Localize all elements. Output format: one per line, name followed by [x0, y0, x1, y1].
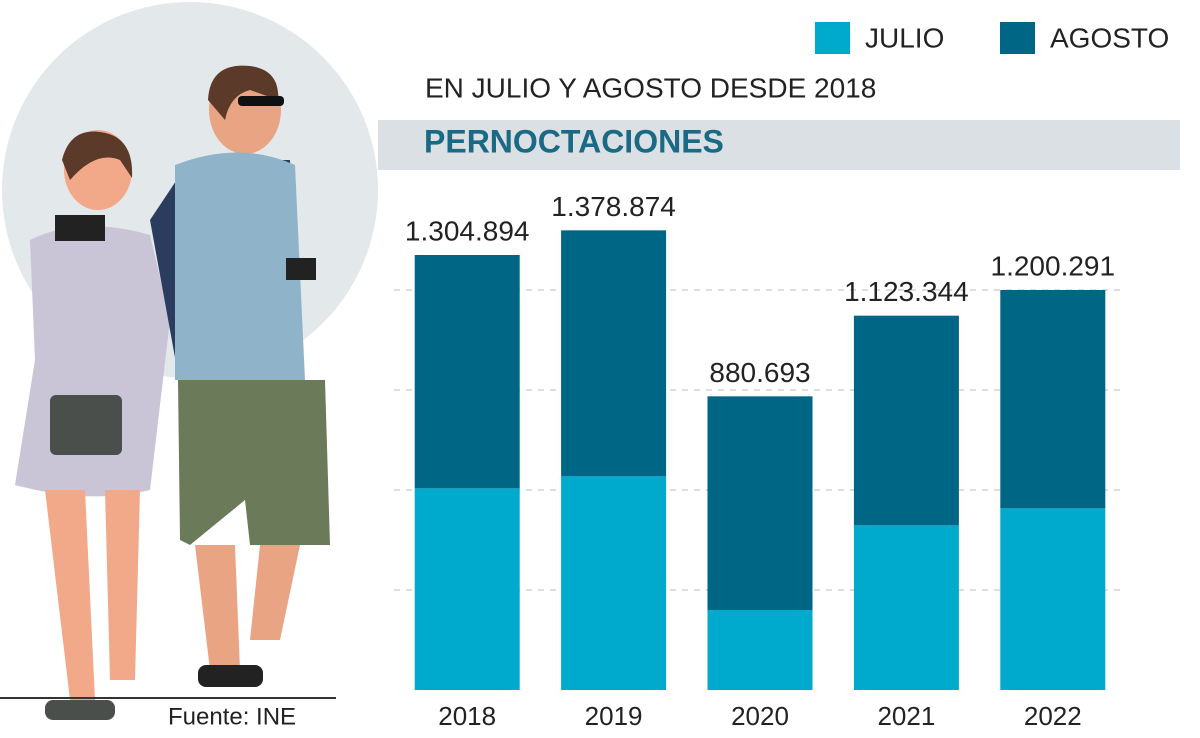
shorts [178, 380, 330, 545]
hair [62, 131, 133, 180]
total-label: 1.123.344 [844, 276, 969, 307]
camera [286, 258, 316, 280]
camera [55, 215, 105, 241]
bar-segment [561, 476, 667, 690]
chart-subtitle: EN JULIO Y AGOSTO DESDE 2018 [425, 72, 876, 103]
legend-label: AGOSTO [1050, 22, 1169, 53]
sandal [45, 700, 115, 720]
bag [50, 395, 122, 455]
total-label: 1.378.874 [551, 191, 676, 222]
title-band [378, 120, 1180, 170]
sandal [198, 665, 263, 687]
x-tick-label: 2019 [585, 701, 643, 731]
chart-title: PERNOCTACIONES [424, 123, 724, 159]
sunglasses [238, 96, 284, 106]
source: Fuente: INE [168, 703, 296, 730]
bar-segment [1000, 290, 1106, 509]
bar-segment [561, 230, 667, 477]
x-tick-label: 2020 [731, 701, 789, 731]
total-label: 1.200.291 [991, 250, 1116, 281]
bar-segment [414, 255, 520, 489]
shirt [175, 152, 305, 380]
mask [378, 0, 388, 380]
legs [45, 490, 140, 700]
x-tick-label: 2018 [438, 701, 496, 731]
legend-label: JULIO [865, 22, 944, 53]
bar-segment [414, 488, 520, 690]
total-label: 1.304.894 [405, 215, 530, 246]
legend-swatch [815, 22, 850, 54]
x-tick-label: 2021 [877, 701, 935, 731]
illustration [0, 0, 388, 720]
hair [208, 65, 279, 120]
dress [15, 226, 170, 497]
bar-segment [853, 525, 959, 690]
bar-segment [1000, 508, 1106, 690]
bar-segment [707, 610, 813, 690]
total-label: 880.693 [709, 357, 810, 388]
legend-swatch [1000, 22, 1035, 54]
x-tick-label: 2022 [1024, 701, 1082, 731]
bar-segment [853, 315, 959, 526]
legs [195, 545, 300, 670]
bar-segment [707, 396, 813, 610]
